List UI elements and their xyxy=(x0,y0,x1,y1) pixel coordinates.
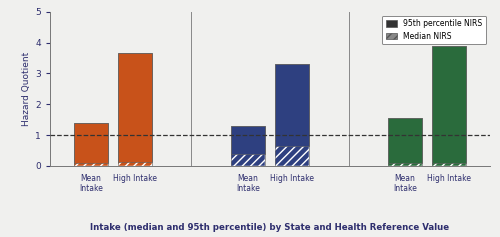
Bar xyxy=(230,154,266,166)
Bar xyxy=(432,46,466,163)
Bar xyxy=(230,126,266,154)
X-axis label: Intake (median and 95th percentile) by State and Health Reference Value: Intake (median and 95th percentile) by S… xyxy=(90,223,450,232)
Bar xyxy=(74,123,108,166)
Bar xyxy=(230,126,266,166)
Bar xyxy=(74,123,108,163)
Y-axis label: Hazard Quotient: Hazard Quotient xyxy=(22,52,31,126)
Legend: 95th percentile NIRS, Median NIRS: 95th percentile NIRS, Median NIRS xyxy=(382,16,486,44)
Bar xyxy=(388,118,422,164)
Bar xyxy=(388,164,422,166)
Bar xyxy=(388,118,422,166)
Bar xyxy=(274,146,310,166)
Bar xyxy=(118,54,152,166)
Bar xyxy=(118,54,152,162)
Bar xyxy=(432,163,466,166)
Bar xyxy=(432,46,466,166)
Bar xyxy=(74,163,108,166)
Bar xyxy=(274,64,310,166)
Bar xyxy=(118,162,152,166)
Bar xyxy=(274,64,310,146)
